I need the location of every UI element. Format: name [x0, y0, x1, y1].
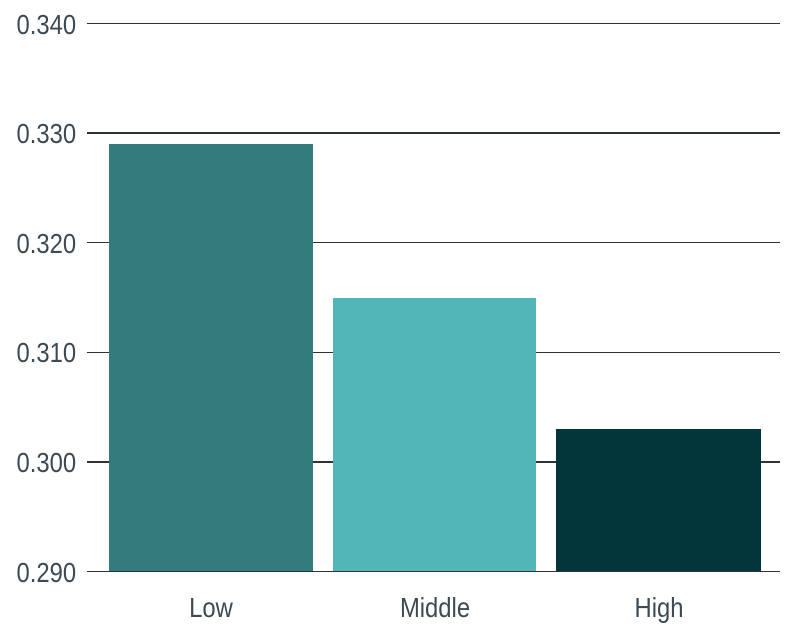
gridline-0.340	[87, 22, 780, 25]
bar-low	[109, 144, 313, 572]
y-tick-label-0.300: 0.300	[16, 446, 76, 478]
bar-high	[556, 429, 761, 572]
gridline-0.290	[87, 570, 780, 573]
y-tick-label-0.290: 0.290	[16, 556, 76, 588]
y-tick-label-0.310: 0.310	[16, 337, 76, 369]
x-category-label-low: Low	[189, 592, 233, 623]
y-tick-label-0.320: 0.320	[16, 227, 76, 259]
bar-middle	[333, 297, 536, 572]
gridline-0.320	[87, 241, 780, 244]
x-category-label-middle: Middle	[399, 592, 470, 623]
x-category-label-high: High	[634, 592, 683, 623]
gridline-0.330	[87, 132, 780, 134]
y-tick-label-0.330: 0.330	[16, 118, 76, 150]
y-tick-label-0.340: 0.340	[16, 8, 76, 40]
